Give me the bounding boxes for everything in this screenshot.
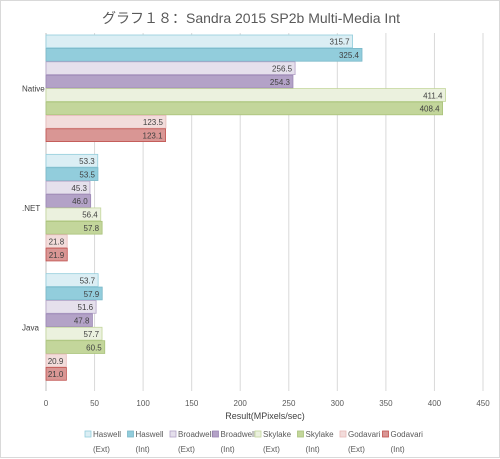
bar <box>45 74 294 89</box>
bar-value-label: 56.4 <box>82 211 98 220</box>
bar <box>45 273 99 287</box>
legend-label-sub: (Ext) <box>348 445 365 454</box>
bar <box>45 194 92 208</box>
bar <box>45 167 99 181</box>
bar <box>45 48 363 62</box>
bar <box>45 128 166 143</box>
x-axis-label: Result(MPixels/sec) <box>225 411 305 421</box>
bar-value-label: 51.6 <box>78 303 94 312</box>
x-tick-label: 100 <box>136 399 150 408</box>
bar <box>45 115 167 129</box>
legend-label: Haswell <box>93 430 121 439</box>
chart-title: グラフ１８：Sandra 2015 SP2b Multi-Media Int <box>102 10 400 26</box>
category-label: .NET <box>22 204 40 213</box>
legend-label-sub: (Int) <box>306 445 321 454</box>
legend-label: Skylake <box>263 430 292 439</box>
legend-label-sub: (Ext) <box>93 445 110 454</box>
bar-value-label: 325.4 <box>339 51 360 60</box>
bar-value-label: 46.0 <box>72 197 88 206</box>
x-tick-labels: 0 50 100 150 200 250 300 350 400 450 <box>44 399 490 408</box>
bar-value-label: 57.8 <box>84 224 100 233</box>
bar-value-label: 20.9 <box>48 357 64 366</box>
bar-value-label: 408.4 <box>420 105 441 114</box>
bar-value-label: 21.8 <box>49 237 65 246</box>
bar <box>45 234 68 248</box>
bar-value-label: 254.3 <box>270 78 291 87</box>
bar-value-label: 57.7 <box>83 330 99 339</box>
bar-value-label: 123.1 <box>143 132 164 141</box>
bar <box>45 101 444 116</box>
bar-value-label: 411.4 <box>423 91 443 100</box>
bar-value-label: 57.9 <box>84 290 100 299</box>
legend-swatch <box>169 430 177 438</box>
legend-swatch <box>339 430 347 438</box>
bar <box>45 61 296 75</box>
x-tick-label: 250 <box>282 399 296 408</box>
bar-value-label: 60.5 <box>86 343 102 352</box>
bar <box>45 153 99 168</box>
bar <box>45 326 103 341</box>
legend-label: Broadwell <box>221 430 256 439</box>
bar-value-label: 21.0 <box>48 370 64 379</box>
bar <box>45 207 102 222</box>
legend-label-sub: (Ext) <box>263 445 280 454</box>
legend-label: Godavari <box>391 430 424 439</box>
legend-swatch <box>212 430 219 438</box>
bar-value-label: 123.5 <box>143 118 164 127</box>
bar <box>45 88 446 102</box>
bar <box>45 220 103 235</box>
bar-value-label: 53.3 <box>79 157 95 166</box>
legend-label-sub: (Int) <box>391 445 406 454</box>
legend: Haswell (Ext) Haswell (Int) Broadwell (Ext) Br… <box>84 430 424 454</box>
legend-label: Broadwell <box>178 430 213 439</box>
x-tick-label: 350 <box>379 399 393 408</box>
legend-swatch <box>297 430 304 438</box>
bar <box>45 340 106 354</box>
bar <box>45 353 67 368</box>
bar <box>45 34 353 49</box>
legend-swatch <box>127 430 134 438</box>
bar <box>45 247 68 262</box>
x-tick-label: 400 <box>428 399 442 408</box>
bar <box>45 367 67 381</box>
legend-label-sub: (Ext) <box>178 445 195 454</box>
bar <box>45 286 103 301</box>
bar-value-label: 53.7 <box>80 276 96 285</box>
x-tick-label: 50 <box>90 399 99 408</box>
x-tick-label: 450 <box>476 399 490 408</box>
legend-swatch <box>254 430 262 438</box>
legend-swatch <box>382 430 389 438</box>
bar-value-label: 256.5 <box>272 65 293 74</box>
legend-label: Haswell <box>136 430 164 439</box>
x-tick-label: 300 <box>331 399 345 408</box>
category-labels: Native .NET Java <box>22 85 45 333</box>
legend-swatch <box>84 430 92 438</box>
bar <box>45 300 97 314</box>
legend-label-sub: (Int) <box>136 445 151 454</box>
legend-label: Godavari <box>348 430 381 439</box>
x-tick-label: 150 <box>185 399 199 408</box>
bar-value-label: 47.8 <box>74 317 90 326</box>
legend-label: Skylake <box>306 430 335 439</box>
bar-value-label: 53.5 <box>79 170 95 179</box>
bars: 315.7 325.4 256.5 254.3 411.4 408.4 123.5 123.1… <box>45 34 446 381</box>
category-label: Native <box>22 85 45 94</box>
bar-value-label: 315.7 <box>330 38 351 47</box>
legend-label-sub: (Int) <box>221 445 236 454</box>
x-tick-label: 0 <box>44 399 49 408</box>
x-tick-label: 200 <box>234 399 248 408</box>
bar-value-label: 21.9 <box>49 251 65 260</box>
bar-value-label: 45.3 <box>71 184 87 193</box>
bar <box>45 313 93 328</box>
bar <box>45 180 91 195</box>
category-label: Java <box>22 323 39 332</box>
